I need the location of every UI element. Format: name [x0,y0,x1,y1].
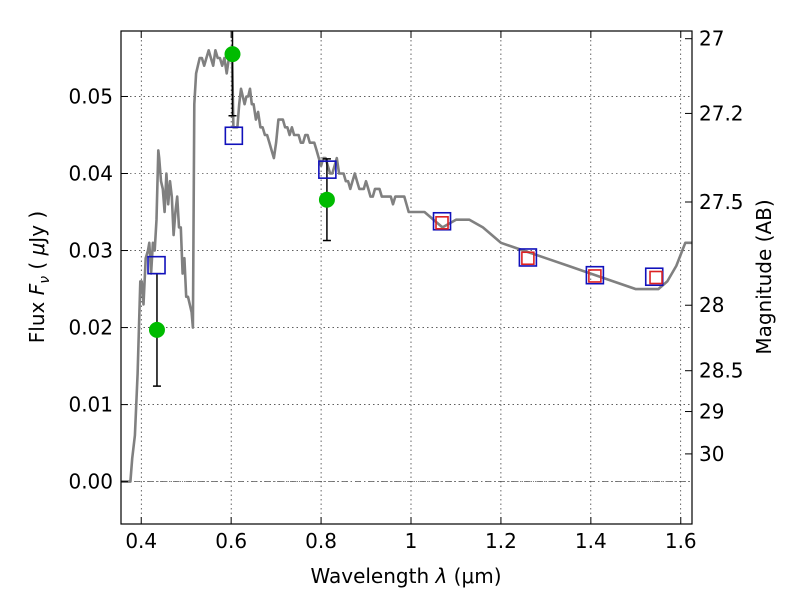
x-tick-label: 1 [405,529,418,553]
y-axis-title: Flux Fν ( μJy ) [25,211,53,343]
x-tick-label: 1.4 [575,529,607,553]
y2-tick-label: 27.5 [699,190,744,214]
green-flux-point [318,191,335,208]
x-axis-title: Wavelength λ (μm) [310,564,501,588]
axes-frame [120,30,693,525]
y-tick-label: 0.03 [68,239,113,263]
x-tick-label: 1.6 [665,529,697,553]
y2-tick-label: 27 [699,27,724,51]
blue-square-marker [224,126,244,146]
grid [121,31,692,524]
y-tick-label: 0.05 [68,84,113,108]
ticks: 0.4 0.6 0.8 1 1.2 1.4 1.6 0.00 0.01 0.02 0.03 0.04 0… [68,27,743,553]
blue-square-marker [432,211,452,231]
blue-square-marker [318,160,337,179]
y2-tick-label: 27.2 [699,101,744,125]
red-square-marker [435,216,449,230]
x-tick-label: 1.2 [485,529,517,553]
blue-square-marker [147,255,166,275]
blue-square-marker [518,248,538,267]
y-tick-label: 0.00 [68,470,113,494]
plot-area [121,31,692,483]
y2-tick-label: 29 [699,400,724,424]
red-square-marker [588,269,602,283]
red-square-marker [521,251,535,266]
green-flux-point [148,321,165,338]
x-tick-label: 0.6 [215,529,247,553]
blue-square-marker [585,265,605,285]
y-tick-label: 0.04 [68,162,113,186]
y2-tick-label: 28 [699,293,724,317]
y-tick-label: 0.01 [68,393,113,417]
y2-tick-label: 28.5 [699,359,744,383]
y2-axis-title: Magnitude (AB) [752,199,776,354]
x-tick-label: 0.4 [125,529,157,553]
y-tick-label: 0.02 [68,316,113,340]
sed-model-line [121,48,692,483]
red-square-marker [649,270,663,285]
x-tick-label: 0.8 [305,529,337,553]
green-flux-point [224,46,241,63]
y2-tick-label: 30 [699,442,724,466]
